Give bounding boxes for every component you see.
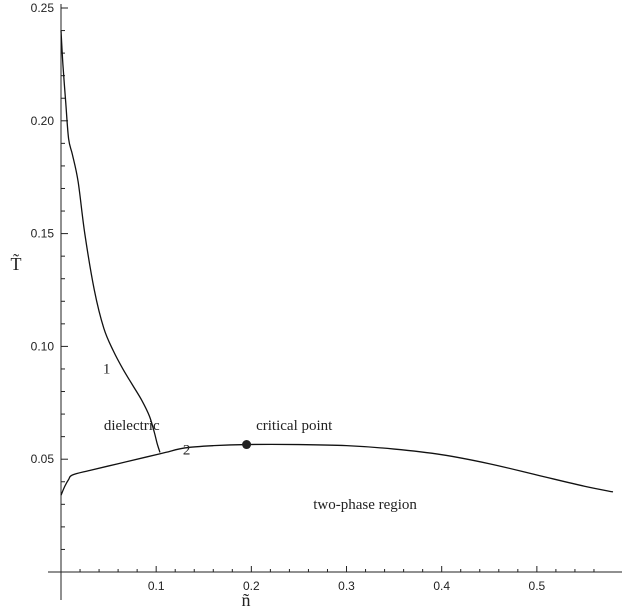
y-tick-label: 0.20 (31, 114, 55, 128)
y-ticks: 0.05 0.10 0.15 0.20 0.25 (31, 1, 68, 550)
x-tick-label: 0.3 (338, 579, 355, 593)
x-ticks: 0.1 0.2 0.3 0.4 0.5 (79, 566, 595, 593)
points (242, 440, 252, 450)
y-tick-label: 0.25 (31, 1, 55, 15)
x-tick-label: 0.2 (243, 579, 260, 593)
label-2: 2 (183, 443, 191, 459)
critical-point (242, 440, 252, 450)
x-axis-label: ñ (242, 590, 251, 610)
label-two-phase: two-phase region (313, 497, 417, 513)
y-tick-label: 0.10 (31, 339, 55, 353)
curve-1 (60, 30, 161, 453)
label-critical-point: critical point (256, 418, 333, 434)
x-tick-label: 0.4 (433, 579, 450, 593)
label-dielectric: dielectric (104, 418, 160, 434)
y-tick-label: 0.15 (31, 227, 55, 241)
annotations: 1 2 critical point dielectric two-phase regi… (103, 361, 418, 512)
axes (48, 4, 622, 600)
y-axis-label: T̃ (11, 252, 22, 274)
y-tick-label: 0.05 (31, 452, 55, 466)
curves (60, 30, 614, 496)
x-tick-label: 0.5 (529, 579, 546, 593)
curve-2 (60, 443, 614, 496)
label-1: 1 (103, 361, 111, 377)
x-tick-label: 0.1 (148, 579, 165, 593)
